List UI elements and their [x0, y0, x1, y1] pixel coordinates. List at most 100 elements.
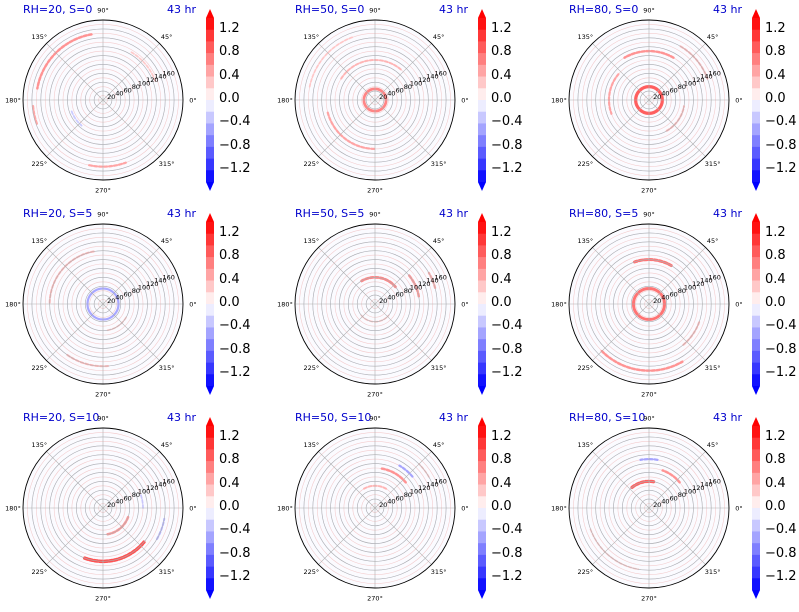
angular-gridline: [318, 99, 376, 157]
field-feature: [326, 111, 377, 151]
radial-tick-label: 100: [684, 283, 696, 291]
field-feature: [88, 161, 127, 168]
colorbar-segment: [752, 41, 760, 54]
colorbar-extend-min: [752, 590, 760, 599]
colorbar-extend-max: [478, 213, 486, 222]
angle-tick-label: 135°: [578, 237, 594, 245]
colorbar-segment: [478, 111, 486, 124]
colorbar-segment: [206, 496, 214, 509]
colorbar-segment: [478, 327, 486, 340]
angle-tick-label: 180°: [551, 505, 567, 513]
angle-tick-label: 45°: [161, 237, 173, 245]
angle-tick-label: 90°: [643, 7, 655, 15]
colorbar-extend-min: [206, 182, 214, 191]
colorbar-segment: [206, 426, 214, 439]
angle-tick-label: 270°: [95, 391, 111, 399]
colorbar-tick-label: 0.4: [219, 475, 240, 491]
polar-outline: [294, 19, 456, 181]
angle-tick-label: 45°: [161, 33, 173, 41]
colorbar-segment: [206, 339, 214, 352]
angle-tick-label: 180°: [5, 97, 21, 105]
radial-tick-label: 100: [410, 283, 422, 291]
radial-tick-label: 160: [434, 273, 446, 281]
angular-gridline: [374, 451, 432, 509]
angle-tick-label: 225°: [304, 160, 320, 168]
angle-tick-label: 0°: [461, 301, 468, 309]
angular-gridline: [374, 507, 432, 565]
colorbar-segment: [752, 543, 760, 556]
angular-gridline: [648, 43, 706, 101]
angular-gridline: [102, 303, 160, 361]
radial-tick-label: 40: [661, 90, 669, 98]
radial-tick-label: 60: [669, 86, 677, 94]
angular-gridline: [102, 507, 160, 565]
colorbar-segment: [478, 531, 486, 544]
radial-tick-label: 140: [154, 73, 166, 81]
colorbar-tick-label: 0.0: [491, 295, 512, 310]
radial-tick-label: 120: [692, 76, 704, 84]
angle-tick-label: 45°: [161, 441, 173, 449]
colorbar-segment: [206, 449, 214, 462]
colorbar-segment: [478, 41, 486, 54]
colorbar-extend-max: [478, 9, 486, 18]
colorbar-tick-label: 1.2: [219, 20, 240, 36]
angular-gridline: [102, 451, 160, 509]
colorbar-segment: [478, 543, 486, 556]
colorbar-extend-min: [478, 182, 486, 191]
panel-title: RH=80, S=10: [569, 411, 646, 424]
radial-tick-label: 20: [653, 297, 661, 305]
angle-tick-label: 45°: [707, 237, 719, 245]
colorbar-segment: [752, 53, 760, 66]
panel-time-label: 43 hr: [439, 411, 468, 424]
colorbar-segment: [478, 100, 486, 113]
panel-title: RH=80, S=0: [569, 3, 639, 16]
colorbar-tick-label: −0.4: [491, 522, 523, 538]
angular-gridline: [46, 507, 104, 565]
angular-gridline: [102, 43, 160, 101]
colorbar-tick-label: 0.8: [491, 44, 512, 60]
angle-tick-label: 225°: [578, 160, 594, 168]
colorbar-tick-label: 0.4: [219, 271, 240, 287]
polar-outline: [568, 223, 730, 385]
colorbar-extend-max: [752, 9, 760, 18]
radial-tick-label: 40: [387, 294, 395, 302]
colorbar-segment: [752, 374, 760, 387]
field-feature: [380, 467, 407, 484]
colorbar-segment: [478, 339, 486, 352]
colorbar-tick-label: 0.0: [491, 499, 512, 514]
radial-tick-label: 140: [700, 73, 712, 81]
colorbar-tick-label: −0.4: [491, 318, 523, 334]
colorbar-tick-label: 1.2: [491, 224, 512, 240]
colorbar-segment: [752, 222, 760, 235]
field-feature: [607, 73, 620, 115]
panel-title: RH=20, S=0: [23, 3, 93, 16]
angular-gridline: [592, 303, 650, 361]
angular-gridline: [374, 99, 432, 157]
colorbar-segment: [206, 135, 214, 148]
colorbar-segment: [752, 280, 760, 293]
colorbar-segment: [752, 123, 760, 136]
colorbar-segment: [478, 449, 486, 462]
angular-gridline: [318, 507, 376, 565]
radial-tick-label: 140: [700, 277, 712, 285]
radial-tick-label: 60: [123, 290, 131, 298]
radial-tick-label: 40: [387, 90, 395, 98]
colorbar-segment: [752, 76, 760, 89]
angle-tick-label: 315°: [705, 160, 721, 168]
colorbar-segment: [478, 88, 486, 101]
colorbar-tick-label: 0.0: [491, 91, 512, 106]
colorbar-segment: [206, 146, 214, 159]
radial-tick-label: 20: [653, 501, 661, 509]
colorbar-segment: [752, 472, 760, 485]
colorbar-tick-label: −0.4: [219, 522, 251, 538]
colorbar-segment: [752, 146, 760, 159]
panel-time-label: 43 hr: [167, 3, 196, 16]
angular-gridline: [46, 451, 104, 509]
colorbar-segment: [478, 304, 486, 317]
polar-outline: [22, 427, 184, 589]
colorbar-segment: [752, 245, 760, 258]
colorbar-segment: [478, 508, 486, 521]
panel-time-label: 43 hr: [167, 411, 196, 424]
colorbar-segment: [206, 519, 214, 532]
